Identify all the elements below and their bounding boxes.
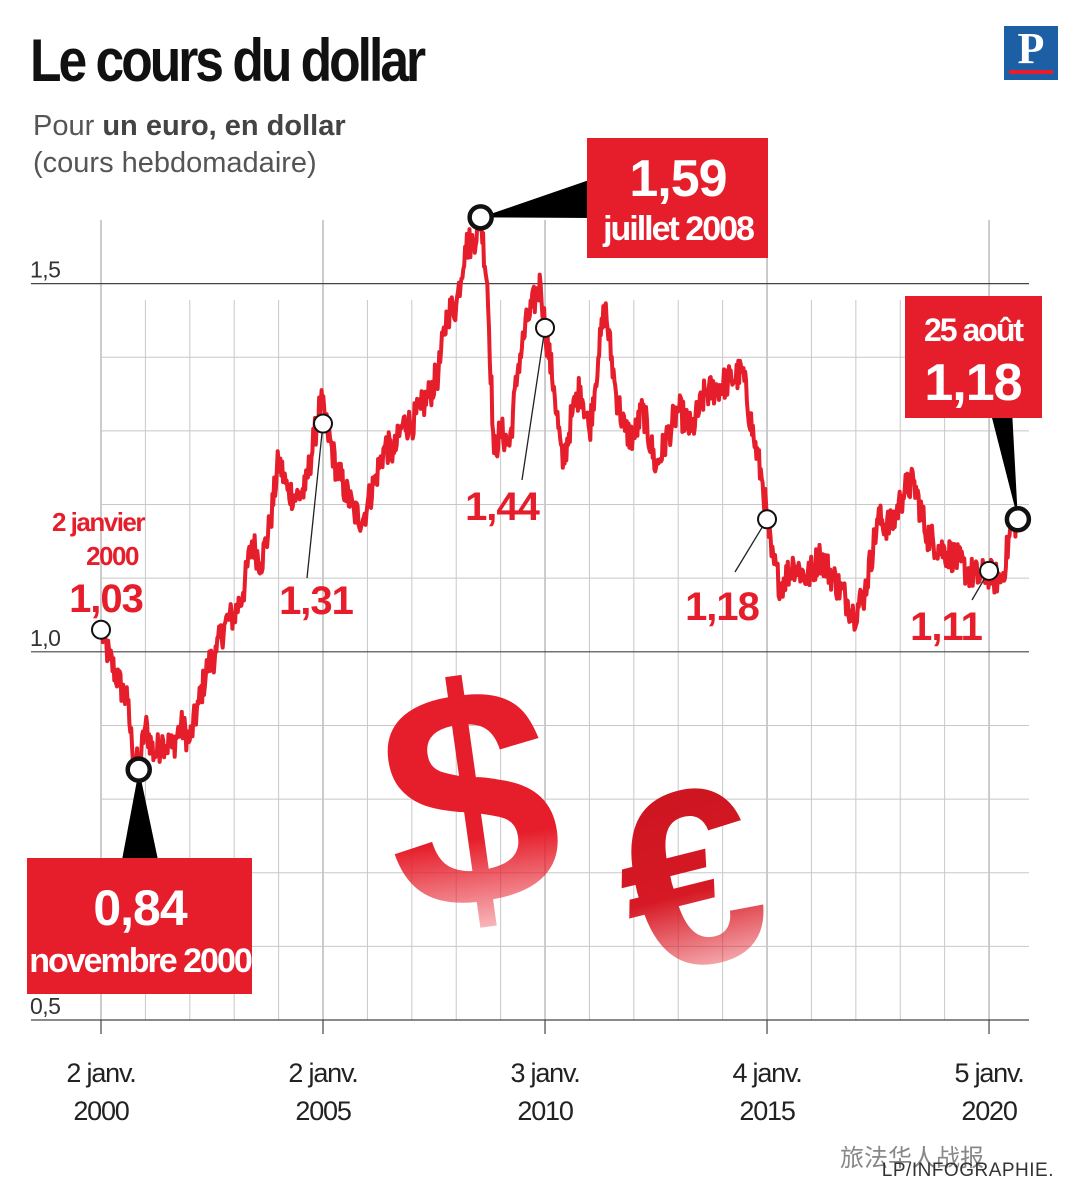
callout-latest-date: 25 août (924, 312, 1024, 348)
series-line (99, 213, 1020, 772)
publisher-logo: P (1004, 26, 1058, 80)
start-date-line2: 2000 (86, 541, 139, 571)
callout-box-peak (587, 138, 768, 258)
x-tick-label-date: 4 janv. (732, 1058, 801, 1088)
data-marker (91, 619, 111, 640)
y-tick-label: 0,5 (30, 993, 60, 1019)
start-date-line1: 2 janvier (52, 507, 145, 537)
callout-peak-value: 1,59 (629, 150, 726, 208)
chart-subtitle: Pour un euro, en dollar (cours hebdomada… (33, 108, 346, 182)
x-tick-label-date: 5 janv. (954, 1058, 1023, 1088)
callout-box-low (27, 858, 252, 994)
x-tick-label-date: 2 janv. (66, 1058, 135, 1088)
label-2015-value: 1,18 (685, 585, 760, 629)
data-marker (535, 317, 556, 338)
x-tick-label-date: 3 janv. (510, 1058, 579, 1088)
data-marker (313, 413, 334, 434)
leader-line (734, 518, 768, 573)
euro-symbol: € (588, 726, 790, 1030)
start-value: 1,03 (69, 577, 143, 621)
subtitle-prefix: Pour (33, 110, 103, 142)
axes: 0,5 1,0 1,5 2 janv. 2000 2 janv. 2005 3 janv. 20… (30, 257, 1025, 1126)
currency-illustration: € $ (360, 614, 791, 1031)
dollar-symbol: $ (360, 614, 579, 982)
data-marker (757, 509, 778, 530)
callout-low-date: novembre 2000 (29, 942, 252, 980)
x-tick-label-year: 2020 (961, 1096, 1016, 1126)
chart-title: Le cours du dollar (30, 27, 426, 94)
callout-low-value: 0,84 (93, 880, 188, 936)
callout-pointer (122, 769, 158, 860)
watermark: 旅法华人战报 (840, 1144, 984, 1172)
x-tick-label-date: 2 janv. (288, 1058, 357, 1088)
callout-peak-date: juillet 2008 (602, 210, 754, 248)
leader-line (306, 423, 324, 579)
data-marker (979, 560, 1000, 581)
callout-pointer (480, 178, 595, 218)
label-2020-value: 1,11 (910, 605, 982, 649)
leader-line (521, 327, 546, 481)
label-2005-value: 1,31 (279, 579, 354, 623)
callout-box-latest (905, 296, 1042, 418)
x-tick-label-year: 2015 (739, 1096, 794, 1126)
credit-line: LP/INFOGRAPHIE. (881, 1160, 1054, 1181)
data-marker (467, 204, 494, 231)
y-tick-label: 1,0 (30, 625, 60, 651)
callout-pointer (990, 410, 1018, 520)
data-marker (1004, 506, 1032, 533)
callout-latest-value: 1,18 (924, 354, 1021, 412)
x-tick-label-year: 2010 (517, 1096, 572, 1126)
x-tick-label-year: 2000 (73, 1096, 128, 1126)
data-marker (125, 756, 152, 783)
series-eur-usd (99, 213, 1020, 772)
subtitle-unit: un euro, en dollar (102, 110, 346, 142)
x-tick-label-year: 2005 (295, 1096, 350, 1126)
subtitle-frequency: (cours hebdomadaire) (33, 147, 317, 179)
label-2010-value: 1,44 (465, 485, 541, 529)
y-tick-label: 1,5 (30, 257, 60, 283)
